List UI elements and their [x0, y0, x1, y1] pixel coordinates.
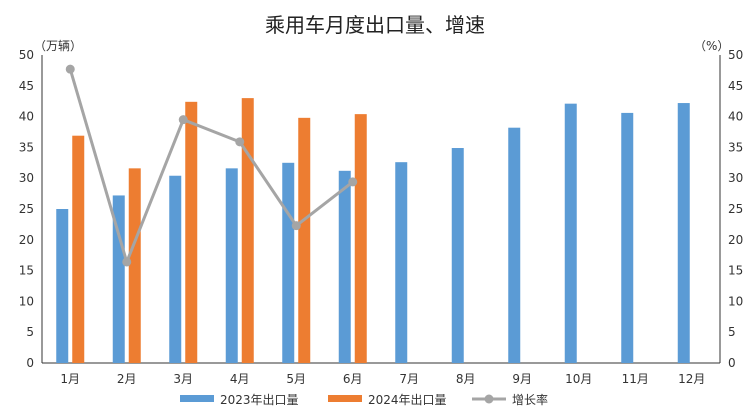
x-tick-label: 11月: [622, 372, 649, 386]
right-tick-label: 40: [728, 110, 743, 124]
bar-2023: [677, 103, 690, 363]
legend-label: 增长率: [512, 392, 548, 407]
growth-rate-point: [122, 257, 132, 267]
left-axis-ticks: 0 5 10 15 20 25 30 35 40 45 50: [19, 48, 34, 370]
bar-2024: [354, 114, 367, 363]
x-tick-label: 6月: [343, 372, 363, 386]
bar-2024: [298, 117, 311, 363]
left-tick-label: 50: [19, 48, 34, 62]
bar-2023: [225, 168, 238, 363]
bar-2023: [508, 127, 521, 363]
right-tick-label: 20: [728, 233, 743, 247]
right-tick-label: 30: [728, 171, 743, 185]
bar-2024: [241, 98, 254, 364]
legend-swatch: [180, 395, 214, 402]
bar-2023: [621, 112, 634, 364]
growth-rate-point: [235, 137, 245, 147]
right-tick-label: 5: [728, 325, 736, 339]
left-tick-label: 5: [26, 325, 34, 339]
bar-2023: [564, 103, 577, 363]
left-tick-label: 40: [19, 110, 34, 124]
right-axis-unit: （%）: [694, 39, 729, 53]
right-tick-label: 35: [728, 140, 743, 154]
bar-2024: [128, 168, 141, 363]
left-tick-label: 20: [19, 233, 34, 247]
bar-2023: [395, 162, 408, 363]
growth-rate-point: [291, 221, 301, 231]
x-axis-ticks: 1月 2月 3月 4月 5月 6月 7月 8月 9月 10月 11月 12月: [60, 372, 705, 386]
legend-label: 2023年出口量: [220, 393, 299, 407]
x-tick-label: 4月: [230, 372, 250, 386]
x-tick-label: 5月: [286, 372, 306, 386]
left-tick-label: 15: [19, 264, 34, 278]
left-tick-label: 25: [19, 202, 34, 216]
x-tick-label: 7月: [399, 372, 419, 386]
bar-2023: [169, 175, 182, 363]
x-tick-label: 10月: [565, 372, 592, 386]
growth-rate-point: [178, 115, 188, 125]
legend-marker: [484, 394, 494, 404]
bar-2024: [185, 101, 198, 363]
left-tick-label: 35: [19, 140, 34, 154]
chart-title: 乘用车月度出口量、增速: [265, 13, 485, 37]
right-tick-label: 45: [728, 79, 743, 93]
left-tick-label: 0: [26, 356, 34, 370]
left-tick-label: 30: [19, 171, 34, 185]
x-tick-label: 3月: [173, 372, 193, 386]
x-tick-label: 9月: [512, 372, 532, 386]
right-tick-label: 50: [728, 48, 743, 62]
bar-2023: [338, 170, 351, 363]
legend-swatch: [328, 395, 362, 402]
right-tick-label: 10: [728, 294, 743, 308]
bars: [56, 98, 690, 364]
left-tick-label: 45: [19, 79, 34, 93]
x-tick-label: 2月: [117, 372, 137, 386]
x-tick-label: 8月: [456, 372, 476, 386]
x-tick-label: 12月: [678, 372, 705, 386]
right-tick-label: 0: [728, 356, 736, 370]
bar-2023: [451, 148, 464, 363]
growth-rate-line: [68, 68, 354, 264]
right-tick-label: 15: [728, 264, 743, 278]
bar-2024: [72, 135, 85, 363]
legend-label: 2024年出口量: [368, 393, 447, 407]
growth-line: [65, 64, 358, 267]
growth-rate-point: [348, 177, 358, 187]
right-tick-label: 25: [728, 202, 743, 216]
x-tick-label: 1月: [60, 372, 80, 386]
left-axis-unit: （万辆）: [34, 39, 82, 53]
left-tick-label: 10: [19, 294, 34, 308]
growth-rate-point: [65, 64, 75, 74]
right-axis-ticks: 0 5 10 15 20 25 30 35 40 45 50: [728, 48, 743, 370]
bar-2023: [282, 162, 295, 363]
legend: 2023年出口量 2024年出口量 增长率: [180, 392, 548, 407]
bar-2023: [56, 209, 69, 363]
bar-2023: [112, 195, 125, 363]
